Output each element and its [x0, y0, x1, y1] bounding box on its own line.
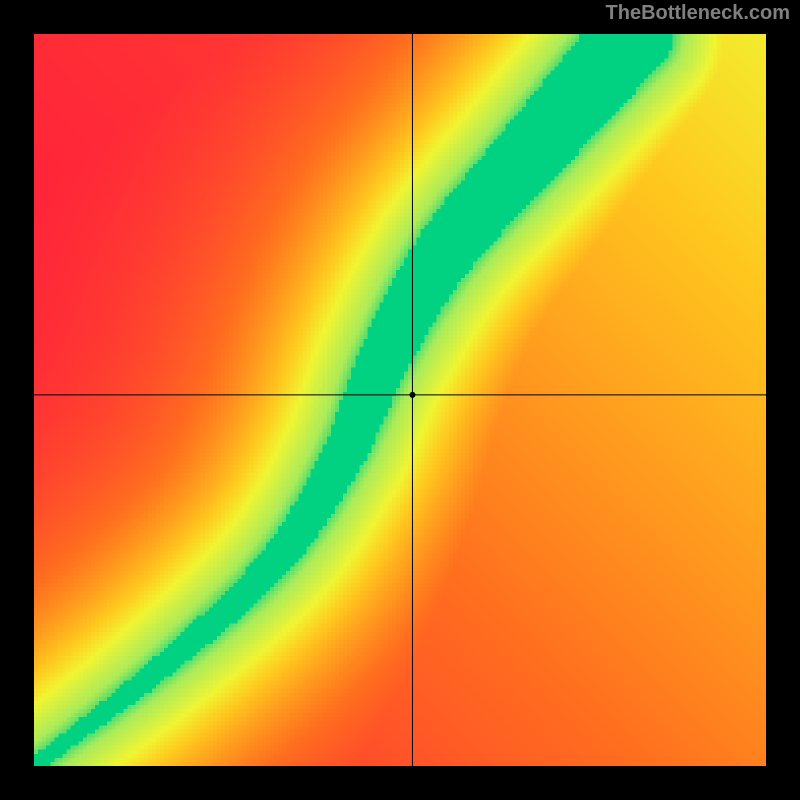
crosshair-overlay	[34, 34, 766, 766]
watermark-label: TheBottleneck.com	[606, 2, 790, 25]
crosshair-point	[409, 392, 415, 398]
bottleneck-chart-container: TheBottleneck.com	[0, 0, 800, 800]
